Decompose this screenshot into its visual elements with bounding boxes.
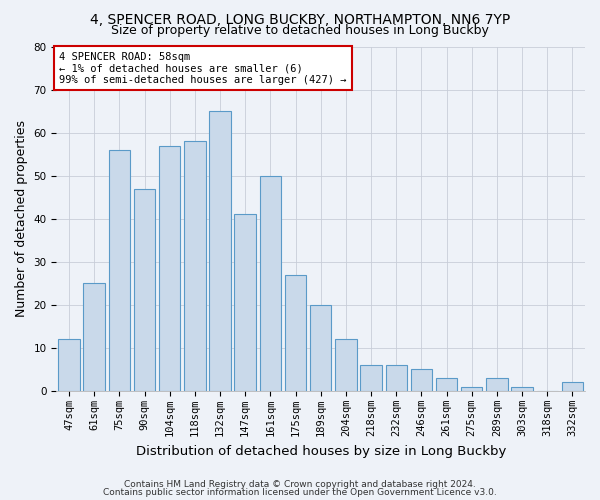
Bar xyxy=(335,340,356,391)
Bar xyxy=(436,378,457,391)
Bar xyxy=(209,111,231,391)
Text: Contains HM Land Registry data © Crown copyright and database right 2024.: Contains HM Land Registry data © Crown c… xyxy=(124,480,476,489)
Bar xyxy=(134,188,155,391)
Bar xyxy=(410,370,432,391)
Bar xyxy=(511,386,533,391)
Text: Contains public sector information licensed under the Open Government Licence v3: Contains public sector information licen… xyxy=(103,488,497,497)
Bar xyxy=(562,382,583,391)
Bar xyxy=(159,146,181,391)
Bar xyxy=(486,378,508,391)
Bar xyxy=(386,365,407,391)
Bar xyxy=(235,214,256,391)
Bar xyxy=(361,365,382,391)
Text: 4, SPENCER ROAD, LONG BUCKBY, NORTHAMPTON, NN6 7YP: 4, SPENCER ROAD, LONG BUCKBY, NORTHAMPTO… xyxy=(90,12,510,26)
Text: 4 SPENCER ROAD: 58sqm
← 1% of detached houses are smaller (6)
99% of semi-detach: 4 SPENCER ROAD: 58sqm ← 1% of detached h… xyxy=(59,52,347,85)
Y-axis label: Number of detached properties: Number of detached properties xyxy=(15,120,28,318)
Text: Size of property relative to detached houses in Long Buckby: Size of property relative to detached ho… xyxy=(111,24,489,37)
Bar xyxy=(260,176,281,391)
Bar xyxy=(285,274,306,391)
Bar xyxy=(83,284,105,391)
Bar xyxy=(184,141,206,391)
Bar xyxy=(461,386,482,391)
Bar xyxy=(109,150,130,391)
Bar xyxy=(58,340,80,391)
X-axis label: Distribution of detached houses by size in Long Buckby: Distribution of detached houses by size … xyxy=(136,444,506,458)
Bar xyxy=(310,305,331,391)
